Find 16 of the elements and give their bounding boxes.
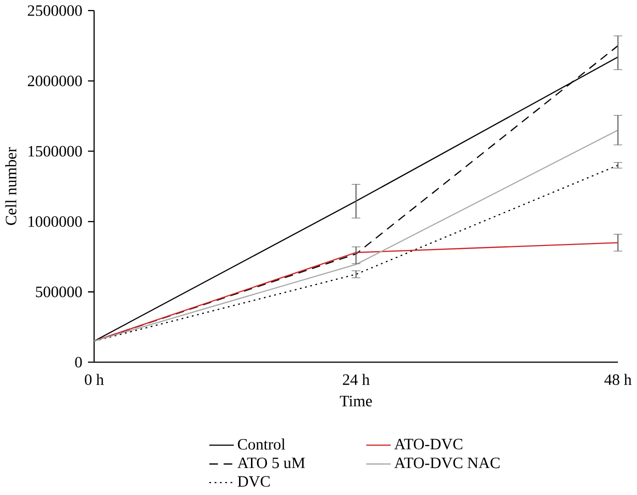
legend-label: ATO-DVC NAC: [394, 458, 500, 468]
legend-label: DVC: [238, 476, 270, 488]
y-tick-label: 500000: [36, 286, 82, 298]
y-tick-label: 1500000: [28, 146, 82, 157]
y-axis-title: Cell number: [5, 147, 16, 226]
legend-label: Control: [238, 438, 286, 450]
y-tick-label: 2500000: [28, 5, 82, 16]
x-tick-label: 24 h: [342, 374, 370, 385]
legend-label: ATO-DVC: [394, 438, 462, 450]
y-tick-label: 2000000: [28, 76, 82, 86]
legend-label: ATO 5 uM: [237, 458, 305, 468]
y-tick-label: 1000000: [28, 216, 82, 228]
y-tick-label: 0: [75, 357, 82, 368]
x-axis-title: Time: [340, 396, 372, 407]
x-tick-label: 0 h: [84, 374, 104, 386]
x-tick-label: 48 h: [604, 374, 632, 386]
